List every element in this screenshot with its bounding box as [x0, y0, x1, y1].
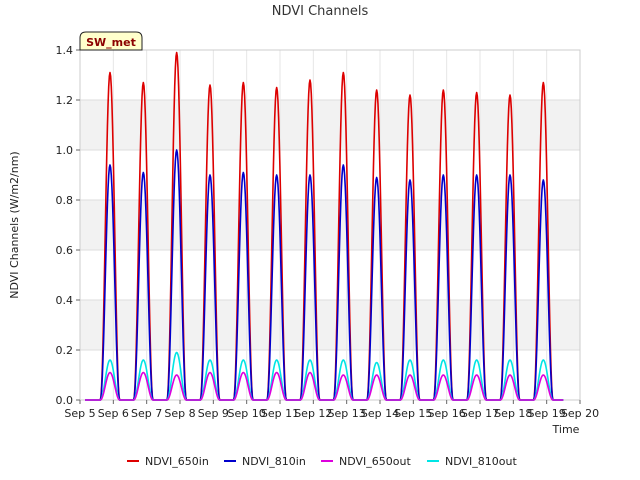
y-tick-label: 0.4 — [56, 294, 74, 307]
y-axis-ticks: 0.0 0.2 0.4 0.6 0.8 1.0 1.2 1.4 — [56, 44, 80, 407]
sw-met-badge: SW_met — [79, 31, 143, 51]
x-tick-label: Sep 9 — [198, 407, 229, 420]
x-tick-label: Sep 15 — [394, 407, 432, 420]
x-tick-label: Sep 5 — [64, 407, 95, 420]
x-tick-label: Sep 19 — [528, 407, 566, 420]
x-tick-label: Sep 12 — [294, 407, 332, 420]
x-tick-label: Sep 10 — [228, 407, 266, 420]
chart-title: NDVI Channels — [272, 4, 369, 19]
x-tick-label: Sep 14 — [361, 407, 399, 420]
legend-item: NDVI_650out — [321, 455, 411, 468]
badge-box — [79, 31, 143, 51]
x-tick-label: Sep 17 — [461, 407, 499, 420]
plot-band — [80, 150, 580, 200]
y-tick-label: 1.0 — [56, 144, 74, 157]
plot-band — [80, 200, 580, 250]
legend: NDVI_650in NDVI_810in NDVI_650out NDVI_810o… — [127, 455, 517, 468]
legend-item: NDVI_810in — [224, 455, 306, 468]
legend-item: NDVI_810out — [427, 455, 517, 468]
x-tick-label: Sep 20 — [561, 407, 599, 420]
x-tick-label: Sep 7 — [131, 407, 162, 420]
plot-bands — [80, 50, 580, 400]
x-tick-label: Sep 8 — [164, 407, 195, 420]
series-layer — [85, 51, 564, 401]
plot-band — [80, 100, 580, 150]
legend-label: NDVI_650out — [339, 455, 411, 468]
x-tick-label: Sep 13 — [328, 407, 366, 420]
plot-band — [80, 250, 580, 300]
y-tick-label: 0.6 — [56, 244, 74, 257]
badge-label: SW_met — [86, 36, 136, 49]
x-axis-label: Time — [552, 423, 580, 436]
x-tick-label: Sep 18 — [494, 407, 532, 420]
legend-label: NDVI_810out — [445, 455, 517, 468]
y-tick-label: 0.8 — [56, 194, 74, 207]
y-axis-label: NDVI Channels (W/m2/nm) — [8, 151, 21, 298]
plot-band — [80, 50, 580, 100]
plot-band — [80, 350, 580, 400]
legend-label: NDVI_650in — [145, 455, 209, 468]
series-line-ndvi-650out — [85, 371, 564, 401]
x-tick-label: Sep 6 — [98, 407, 129, 420]
legend-item: NDVI_650in — [127, 455, 209, 468]
y-tick-label: 0.2 — [56, 344, 74, 357]
x-tick-label: Sep 16 — [428, 407, 466, 420]
legend-label: NDVI_810in — [242, 455, 306, 468]
y-tick-label: 1.2 — [56, 94, 74, 107]
plot-band — [80, 300, 580, 350]
y-tick-label: 1.4 — [56, 44, 74, 57]
y-tick-label: 0.0 — [56, 394, 74, 407]
x-tick-label: Sep 11 — [261, 407, 299, 420]
